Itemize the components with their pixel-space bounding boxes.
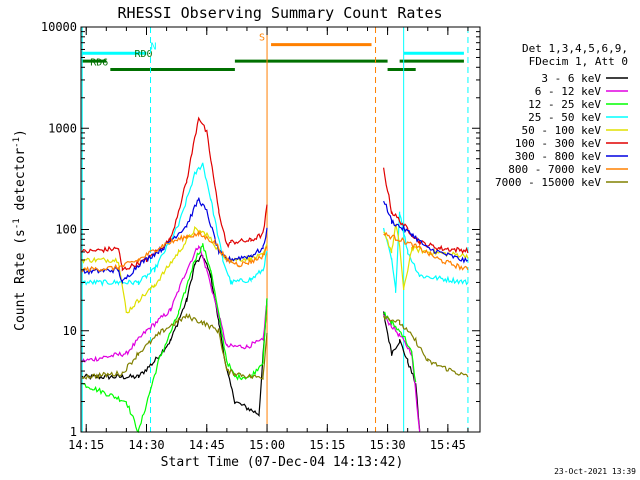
- plot-frame: [80, 26, 481, 433]
- date-stamp: 23-Oct-2021 13:39: [554, 467, 636, 476]
- x-tick-label: 15:15: [309, 438, 345, 452]
- series-line-2: [81, 243, 417, 434]
- legend-entry-label: 100 - 300 keV: [515, 137, 601, 150]
- x-axis: 14:15 14:30 14:45 15:00 15:15 15:30 15:45: [68, 27, 469, 452]
- y-axis: 1 10 100 1000 10000: [41, 20, 480, 439]
- legend-entry-label: 50 - 100 keV: [522, 124, 602, 137]
- annotation-label-rd0: RD0: [134, 49, 152, 60]
- x-tick-label: 14:30: [128, 438, 164, 452]
- x-tick-label: 15:45: [430, 438, 466, 452]
- legend-entry-label: 3 - 6 keV: [541, 72, 601, 85]
- y-tick-label: 1: [70, 425, 77, 439]
- chart-title: RHESSI Observing Summary Count Rates: [117, 4, 442, 22]
- legend: Det 1,3,4,5,6,9,FDecim 1, Att 0 3 - 6 keV…: [495, 42, 628, 189]
- y-tick-label: 10: [63, 324, 77, 338]
- legend-entry-label: 800 - 7000 keV: [508, 163, 601, 176]
- legend-entry-label: 300 - 800 keV: [515, 150, 601, 163]
- y-axis-label: Count Rate (s-1 detector-1): [12, 129, 28, 331]
- series-line-6: [81, 197, 469, 285]
- legend-entry-label: 25 - 50 keV: [528, 111, 601, 124]
- legend-entry-label: 6 - 12 keV: [535, 85, 602, 98]
- annotation-label-s: S: [259, 33, 265, 44]
- annotation-label-rd6: RD6: [90, 58, 108, 69]
- legend-header-line: FDecim 1, Att 0: [529, 55, 628, 68]
- y-tick-label: 100: [55, 223, 77, 237]
- legend-entry-label: 12 - 25 keV: [528, 98, 601, 111]
- x-tick-label: 15:30: [370, 438, 406, 452]
- legend-header-line: Det 1,3,4,5,6,9,: [522, 42, 628, 55]
- x-tick-label: 15:00: [249, 438, 285, 452]
- series-line-4: [81, 224, 469, 314]
- series-line-3: [81, 162, 469, 293]
- y-tick-label: 1000: [48, 121, 77, 135]
- series-line-1: [81, 244, 421, 433]
- vertical-markers: [81, 27, 469, 432]
- x-tick-label: 14:15: [68, 438, 104, 452]
- annotation-label-n: N: [151, 41, 157, 52]
- series-layer: [81, 116, 469, 434]
- x-tick-label: 14:45: [189, 438, 225, 452]
- x-axis-label: Start Time (07-Dec-04 14:13:42): [161, 455, 404, 470]
- y-tick-label: 10000: [41, 20, 77, 34]
- series-line-8: [81, 313, 469, 380]
- legend-entry-label: 7000 - 15000 keV: [495, 176, 601, 189]
- series-line-5: [81, 116, 469, 272]
- series-line-7: [81, 229, 469, 273]
